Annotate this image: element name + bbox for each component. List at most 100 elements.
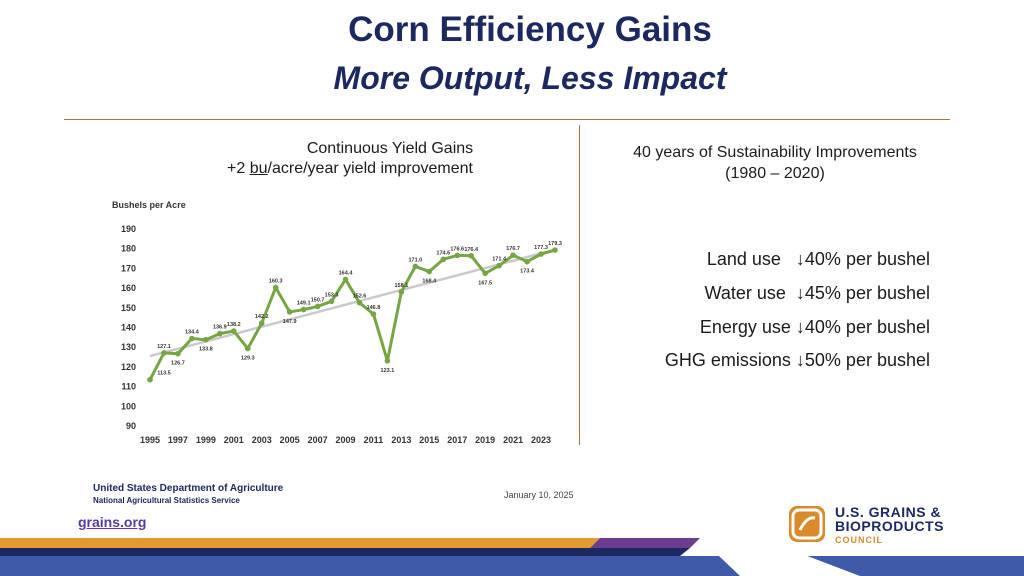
data-label: 153.3: [325, 292, 339, 298]
data-label: 173.4: [520, 269, 535, 275]
y-tick-label: 180: [121, 244, 136, 254]
sustainability-title: 40 years of Sustainability Improvements …: [590, 142, 960, 184]
sustainability-title-line1: 40 years of Sustainability Improvements: [633, 144, 917, 161]
y-tick-label: 90: [126, 421, 136, 431]
yield-data-point: [370, 311, 377, 317]
stripe-orange: [0, 538, 600, 548]
yield-data-point: [356, 299, 363, 306]
logo-line1: U.S. GRAINS &: [835, 504, 942, 520]
data-label: 158.1: [394, 283, 408, 289]
yield-data-point: [258, 320, 265, 326]
data-label: 174.6: [436, 250, 450, 256]
page-title: Corn Efficiency Gains: [348, 10, 712, 49]
yield-data-point: [203, 336, 209, 343]
data-label: 176.4: [464, 247, 479, 253]
yield-data-point: [244, 345, 251, 352]
data-label: 177.3: [534, 245, 548, 251]
stripe-cutout: [700, 538, 860, 576]
data-label: 138.2: [227, 322, 241, 328]
data-label: 176.6: [450, 246, 464, 252]
council-logo-text: U.S. GRAINS & BIOPRODUCTS COUNCIL: [835, 505, 944, 547]
data-label: 160.3: [269, 279, 283, 285]
y-tick-label: 140: [121, 323, 136, 333]
footer-stripes: [0, 538, 1024, 576]
x-tick-label: 2021: [503, 435, 523, 445]
x-tick-label: 2007: [308, 435, 328, 445]
x-tick-label: 2003: [252, 435, 272, 445]
x-tick-label: 1997: [168, 435, 188, 445]
logo-line3: COUNCIL: [835, 535, 883, 545]
yield-series-line: [148, 248, 556, 381]
subtitle-unit: bu: [249, 160, 268, 177]
yield-data-point: [552, 247, 558, 253]
slide-date: January 10, 2025: [504, 490, 574, 500]
metric-energy-use: Energy use ↓40% per bushel: [699, 317, 930, 337]
sustainability-title-line2: (1980 – 2020): [725, 165, 825, 182]
yield-data-point: [468, 252, 475, 259]
y-tick-label: 110: [121, 382, 136, 392]
data-label: 150.7: [311, 297, 325, 303]
website-link[interactable]: grains.org: [78, 514, 147, 530]
trend-line: [149, 248, 556, 358]
yield-data-point: [189, 335, 195, 342]
yield-data-point: [426, 268, 433, 275]
data-label: 149.1: [297, 301, 311, 307]
yield-data-point: [314, 303, 321, 310]
vertical-divider: [579, 125, 580, 445]
yield-data-point: [412, 263, 419, 270]
data-label: 126.7: [171, 361, 185, 367]
yield-data-point: [384, 357, 391, 364]
chart-title: Continuous Yield Gains: [306, 140, 474, 157]
yield-data-point: [147, 376, 153, 383]
yield-data-point: [510, 252, 516, 259]
y-tick-label: 120: [121, 362, 136, 372]
council-logo-icon: [789, 506, 825, 542]
data-label: 142.2: [255, 314, 269, 320]
y-tick-label: 160: [121, 283, 136, 293]
data-label: 134.4: [185, 330, 200, 336]
data-label: 167.5: [478, 280, 492, 286]
x-tick-label: 2017: [447, 435, 467, 445]
yield-data-point: [482, 270, 488, 277]
source-agency: United States Department of Agriculture: [93, 483, 284, 494]
yield-data-point: [454, 252, 461, 259]
data-label: 176.7: [506, 246, 520, 252]
yield-data-point: [538, 251, 544, 257]
metric-land-use: Land use ↓40% per bushel: [706, 249, 930, 269]
logo-mark-icon: [791, 508, 823, 540]
x-tick-label: 2011: [364, 435, 384, 445]
x-tick-label: 2013: [391, 435, 411, 445]
stripe-purple: [590, 538, 700, 548]
y-tick-label: 100: [121, 401, 136, 411]
chart-subtitle: +2 bu/acre/year yield improvement: [130, 160, 570, 178]
x-tick-label: 2009: [336, 435, 356, 445]
horizontal-divider: [64, 119, 950, 120]
data-label: 129.3: [241, 356, 255, 362]
data-label: 133.8: [199, 347, 213, 353]
data-label: 164.4: [339, 270, 354, 276]
yield-data-point: [230, 328, 237, 334]
yield-data-point: [175, 350, 181, 357]
yield-data-point: [272, 284, 279, 291]
subtitle-suffix: /acre/year yield improvement: [267, 160, 473, 177]
logo-line2: BIOPRODUCTS: [835, 518, 944, 534]
x-tick-label: 1995: [140, 435, 160, 445]
stripe-blue: [0, 556, 1024, 576]
yield-data-point: [398, 289, 405, 295]
x-tick-label: 2023: [531, 435, 551, 445]
yield-data-point: [524, 258, 530, 265]
metric-ghg-emissions: GHG emissions ↓50% per bushel: [664, 350, 930, 370]
x-tick-label: 1999: [196, 435, 216, 445]
data-label: 147.9: [283, 319, 297, 325]
x-tick-label: 2015: [419, 435, 439, 445]
data-label: 171.0: [408, 257, 422, 263]
x-tick-label: 2005: [280, 435, 300, 445]
data-label: 168.4: [422, 279, 437, 285]
x-tick-label: 2019: [475, 435, 495, 445]
data-label: 123.1: [381, 368, 395, 374]
y-axis-title: Bushels per Acre: [112, 200, 186, 210]
y-tick-label: 190: [121, 224, 136, 234]
yield-data-point: [286, 309, 293, 315]
source-service: National Agricultural Statistics Service: [93, 496, 240, 505]
yield-data-point: [161, 350, 167, 356]
